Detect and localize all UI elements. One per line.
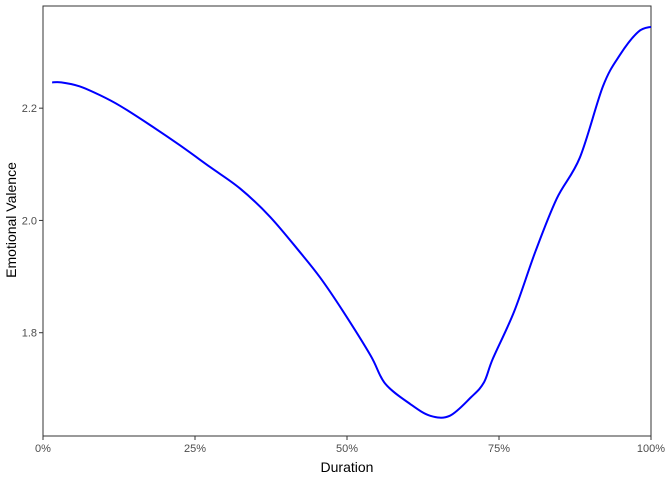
y-tick-label: 2.0 [22,215,37,227]
x-tick-label: 25% [184,443,206,455]
x-tick-label: 0% [35,443,51,455]
series-line [52,25,652,419]
y-tick-label: 2.2 [22,103,37,115]
y-axis-label: Emotional Valence [3,162,19,278]
plot-panel [42,5,652,437]
x-axis-label: Duration [321,459,374,475]
x-tick-label: 75% [488,443,510,455]
y-tick-label: 1.8 [22,328,37,340]
x-tick-label: 50% [336,443,358,455]
x-tick-label: 100% [637,443,665,455]
